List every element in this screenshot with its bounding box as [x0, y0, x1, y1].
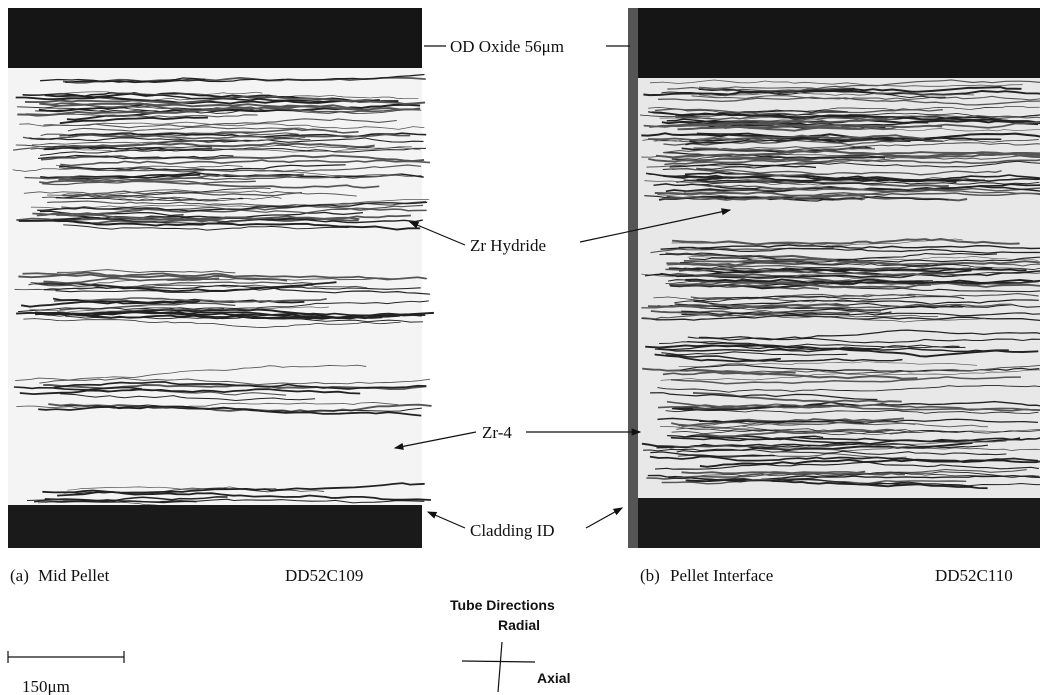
panel-title: Pellet Interface	[670, 566, 773, 585]
micrograph-b	[628, 8, 1040, 548]
panel-label: (b)	[640, 566, 660, 585]
axial-axis	[462, 661, 535, 662]
radial-axis	[498, 642, 502, 692]
figure: OD Oxide 56μm Zr Hydride Zr-4 Cladding I…	[0, 0, 1040, 695]
radial-label: Radial	[498, 617, 540, 633]
panel-title: Mid Pellet	[38, 566, 110, 585]
scale-label: 150μm	[22, 677, 70, 695]
annotation: Zr-4	[482, 423, 512, 442]
annotation: OD Oxide 56μm	[450, 37, 564, 56]
annotation: Zr Hydride	[470, 236, 546, 255]
axial-label: Axial	[537, 670, 570, 686]
orientation-title: Tube Directions	[450, 597, 555, 613]
panel-id: DD52C110	[935, 566, 1013, 585]
annotation: Cladding ID	[470, 521, 555, 540]
panel-label: (a)	[10, 566, 29, 585]
arrow	[428, 512, 465, 528]
arrow	[586, 508, 622, 528]
panel-id: DD52C109	[285, 566, 363, 585]
